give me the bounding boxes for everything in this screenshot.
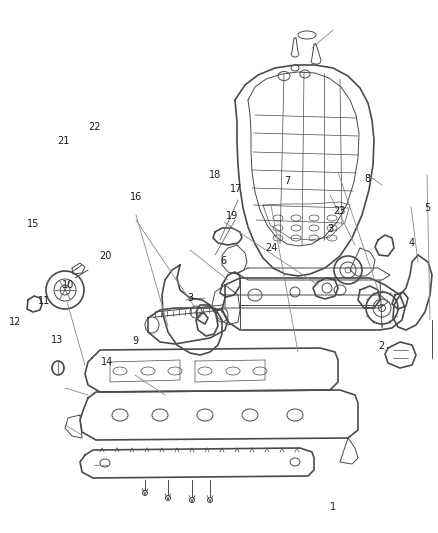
Text: 16: 16 <box>130 192 142 202</box>
Text: 23: 23 <box>333 206 346 215</box>
Text: 11: 11 <box>38 296 50 306</box>
Text: 12: 12 <box>9 318 21 327</box>
Text: 15: 15 <box>27 219 39 229</box>
Text: 1: 1 <box>330 503 336 512</box>
Text: 21: 21 <box>57 136 70 146</box>
Text: 13: 13 <box>51 335 63 345</box>
Text: 19: 19 <box>226 211 238 221</box>
Text: 3: 3 <box>328 224 334 234</box>
Text: 10: 10 <box>62 280 74 290</box>
Text: 4: 4 <box>409 238 415 247</box>
Text: 5: 5 <box>424 203 430 213</box>
Text: 18: 18 <box>208 170 221 180</box>
Text: 22: 22 <box>88 122 100 132</box>
Text: 9: 9 <box>133 336 139 346</box>
Text: 17: 17 <box>230 184 243 194</box>
Text: 20: 20 <box>99 251 111 261</box>
Text: 24: 24 <box>265 243 278 253</box>
Text: 6: 6 <box>220 256 226 266</box>
Text: 2: 2 <box>378 342 384 351</box>
Text: 3: 3 <box>187 294 194 303</box>
Text: 7: 7 <box>284 176 290 186</box>
Text: 8: 8 <box>365 174 371 183</box>
Text: 14: 14 <box>101 358 113 367</box>
